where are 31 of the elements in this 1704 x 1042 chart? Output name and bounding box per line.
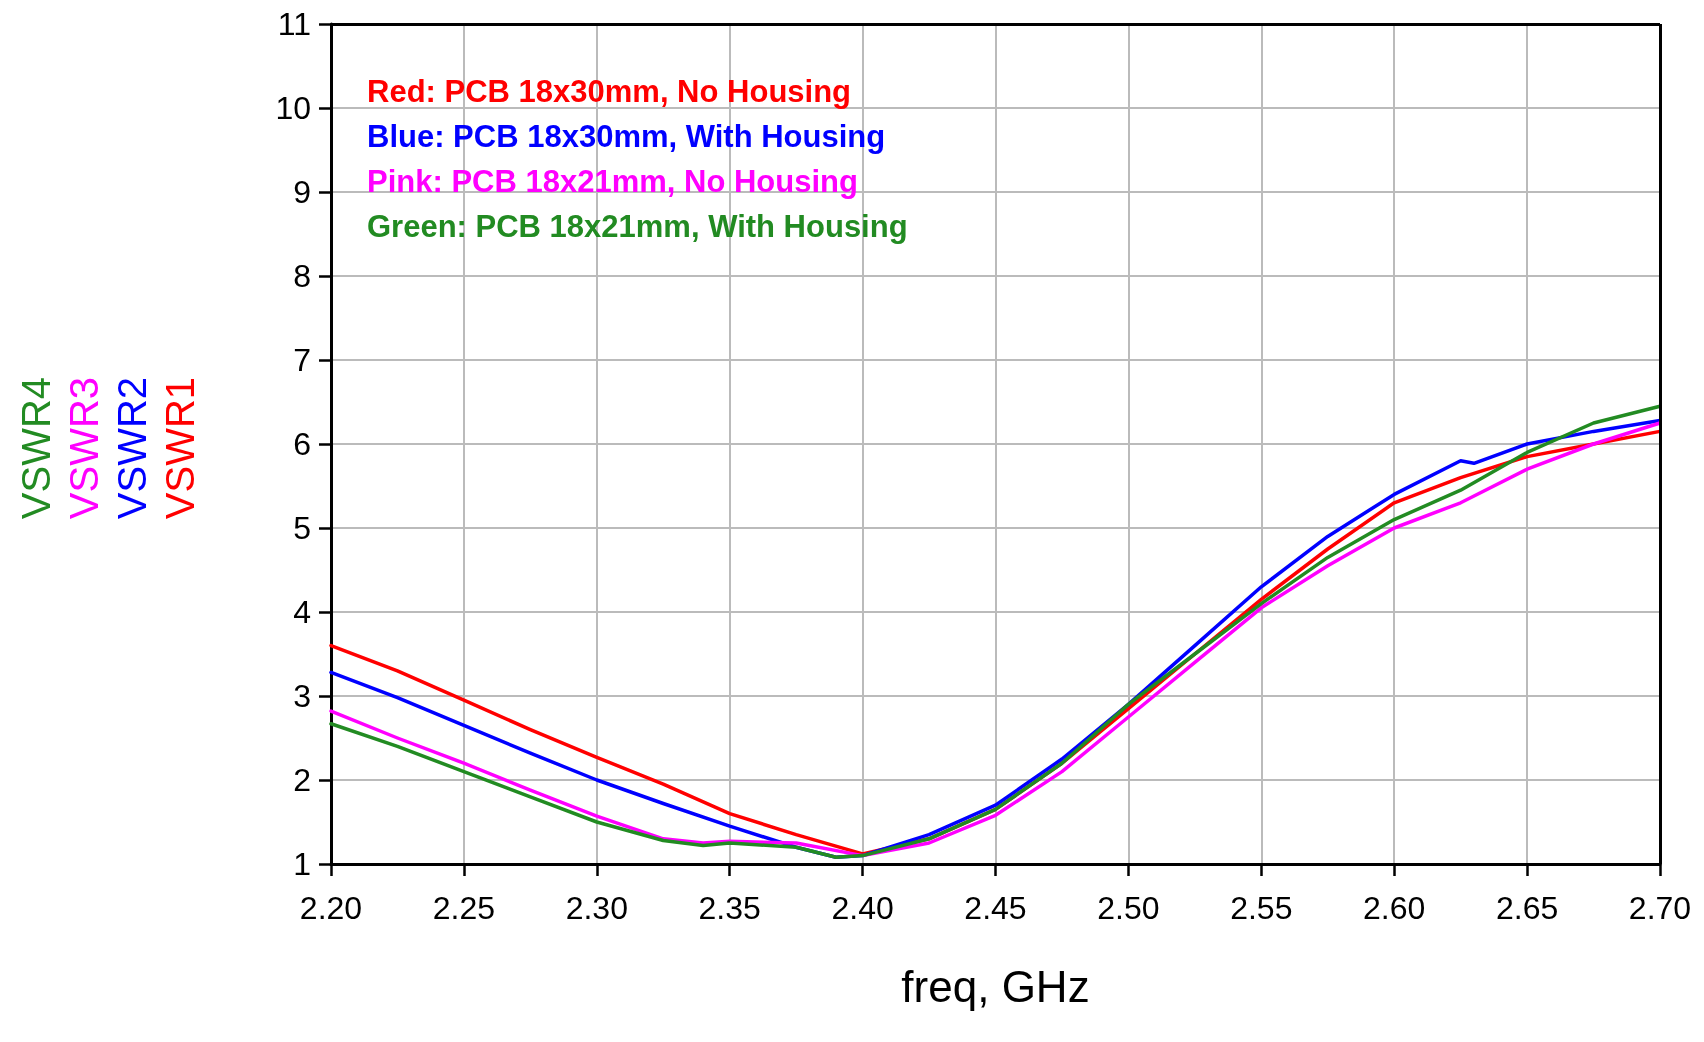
x-tick-label: 2.45: [964, 890, 1027, 926]
x-tick-label: 2.50: [1097, 890, 1160, 926]
x-tick-label: 2.70: [1628, 890, 1692, 926]
y-tick-label: 11: [277, 6, 311, 42]
text: VSWR4: [14, 376, 58, 520]
x-tick-label: 2.40: [831, 890, 894, 926]
text: VSWR2: [110, 376, 154, 520]
x-tick-label: 2.25: [432, 890, 496, 926]
x-axis-title: freq, GHz: [901, 961, 1090, 1011]
x-tick-label: 2.35: [698, 890, 761, 926]
y-tick-label: 4: [293, 594, 311, 630]
y-tick-label: 1: [293, 846, 311, 882]
annotation: Blue: PCB 18x30mm, With Housing: [367, 119, 886, 154]
x-tick-label: 2.55: [1230, 890, 1293, 926]
y-tick-label: 10: [275, 90, 311, 126]
annotation: Pink: PCB 18x21mm, No Housing: [367, 164, 858, 199]
text: VSWR1: [158, 376, 202, 520]
annotation: Red: PCB 18x30mm, No Housing: [367, 74, 852, 109]
y-tick-label: 6: [293, 426, 311, 462]
y-tick-label: 7: [293, 342, 311, 378]
x-tick-label: 2.65: [1495, 890, 1559, 926]
annotation: Green: PCB 18x21mm, With Housing: [367, 209, 908, 244]
y-tick-label: 5: [293, 510, 311, 546]
y-tick-label: 8: [293, 258, 311, 294]
y-tick-label: 9: [293, 174, 311, 210]
x-tick-label: 2.30: [565, 890, 628, 926]
x-tick-label: 2.20: [299, 890, 363, 926]
y-tick-label: 3: [293, 678, 311, 714]
text: VSWR3: [62, 376, 106, 520]
x-tick-label: 2.60: [1363, 890, 1426, 926]
y-tick-label: 2: [293, 762, 311, 798]
